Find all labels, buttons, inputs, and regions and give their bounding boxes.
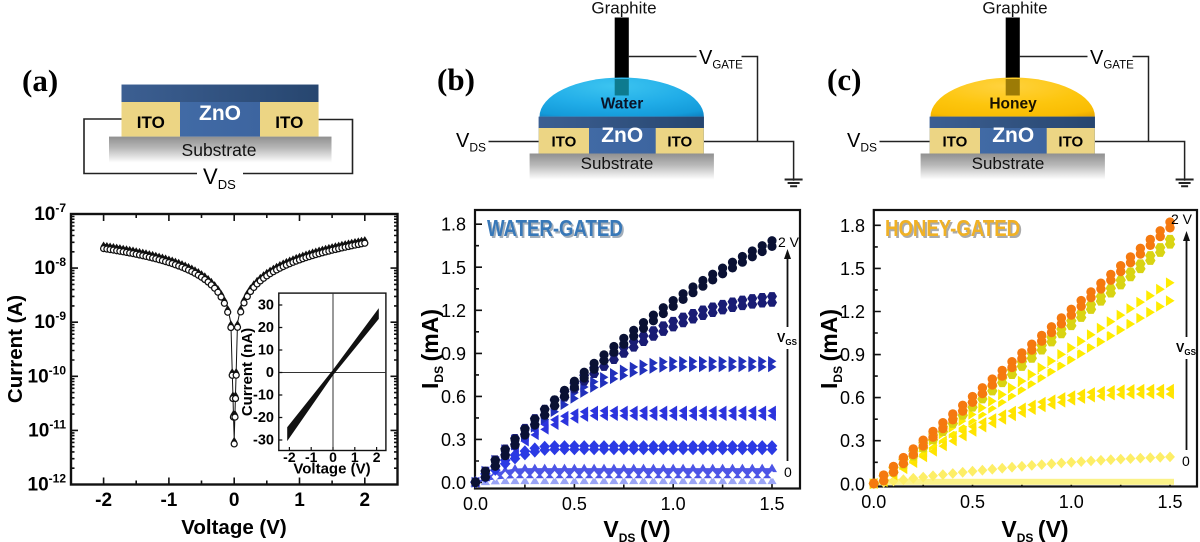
svg-text:Substrate: Substrate: [581, 154, 654, 173]
svg-text:ITO: ITO: [275, 113, 303, 132]
svg-text:0: 0: [784, 464, 792, 480]
svg-text:1: 1: [294, 490, 305, 511]
svg-text:(a): (a): [22, 63, 58, 98]
svg-text:30: 30: [258, 298, 274, 314]
svg-text:0: 0: [1182, 453, 1190, 469]
svg-text:ITO: ITO: [943, 134, 968, 151]
svg-text:0.0: 0.0: [840, 474, 865, 494]
svg-text:-1: -1: [160, 490, 177, 511]
svg-text:-10: -10: [253, 388, 274, 404]
svg-text:(c): (c): [827, 62, 861, 97]
svg-text:0: 0: [229, 490, 240, 511]
svg-text:ITO: ITO: [137, 113, 165, 132]
svg-text:ZnO: ZnO: [199, 102, 241, 125]
svg-text:Substrate: Substrate: [182, 140, 257, 160]
svg-text:0.5: 0.5: [562, 494, 587, 514]
svg-text:10-12: 10-12: [28, 472, 67, 496]
svg-text:ITO: ITO: [552, 134, 577, 151]
svg-text:1.5: 1.5: [441, 258, 466, 278]
svg-text:HONEY-GATED: HONEY-GATED: [885, 216, 1020, 241]
svg-text:2: 2: [373, 449, 381, 465]
svg-text:2 V: 2 V: [778, 234, 800, 250]
svg-text:0.3: 0.3: [441, 430, 466, 450]
svg-text:ITO: ITO: [1058, 134, 1083, 151]
svg-text:1.2: 1.2: [441, 301, 466, 321]
svg-text:Current (nA): Current (nA): [239, 328, 256, 416]
svg-text:0.0: 0.0: [861, 492, 886, 512]
svg-text:0.9: 0.9: [441, 344, 466, 364]
svg-text:0.0: 0.0: [463, 494, 488, 514]
svg-text:HONEY-GATED: HONEY-GATED: [887, 218, 1022, 243]
svg-text:1.0: 1.0: [661, 494, 686, 514]
svg-text:Honey: Honey: [989, 96, 1037, 113]
svg-text:ITO: ITO: [667, 134, 692, 151]
svg-text:1.5: 1.5: [840, 259, 865, 279]
svg-text:ZnO: ZnO: [992, 124, 1034, 147]
svg-text:-2: -2: [283, 449, 296, 465]
svg-text:-2: -2: [95, 490, 112, 511]
svg-text:Water: Water: [601, 96, 644, 113]
svg-text:WATER-GATED: WATER-GATED: [489, 218, 625, 243]
svg-text:2: 2: [360, 490, 371, 511]
svg-text:0.6: 0.6: [840, 388, 865, 408]
svg-text:Graphite: Graphite: [591, 0, 656, 18]
svg-text:10: 10: [258, 343, 274, 359]
svg-text:ZnO: ZnO: [601, 124, 643, 147]
svg-text:20: 20: [258, 320, 274, 336]
svg-text:WATER-GATED: WATER-GATED: [487, 216, 623, 241]
svg-text:Current (A): Current (A): [4, 295, 27, 403]
svg-text:2 V: 2 V: [1171, 211, 1193, 227]
svg-text:1: 1: [351, 449, 359, 465]
svg-text:Voltage (V): Voltage (V): [181, 516, 287, 539]
svg-text:0.6: 0.6: [441, 387, 466, 407]
svg-text:0: 0: [266, 365, 274, 381]
svg-text:(b): (b): [437, 62, 475, 97]
svg-text:1.8: 1.8: [441, 215, 466, 235]
svg-text:0.0: 0.0: [441, 473, 466, 493]
svg-text:0: 0: [329, 449, 337, 465]
svg-text:-1: -1: [305, 449, 318, 465]
svg-text:1.5: 1.5: [759, 494, 784, 514]
svg-text:0.9: 0.9: [840, 345, 865, 365]
svg-text:Voltage (V): Voltage (V): [293, 461, 370, 478]
svg-text:-20: -20: [253, 410, 274, 426]
svg-text:1.8: 1.8: [840, 216, 865, 236]
svg-text:1.5: 1.5: [1157, 492, 1182, 512]
svg-text:Graphite: Graphite: [982, 0, 1047, 18]
svg-text:0.5: 0.5: [960, 492, 985, 512]
svg-text:Substrate: Substrate: [972, 154, 1045, 173]
svg-text:1.2: 1.2: [840, 302, 865, 322]
svg-text:1.0: 1.0: [1059, 492, 1084, 512]
svg-text:0.3: 0.3: [840, 431, 865, 451]
svg-text:-30: -30: [253, 433, 274, 449]
